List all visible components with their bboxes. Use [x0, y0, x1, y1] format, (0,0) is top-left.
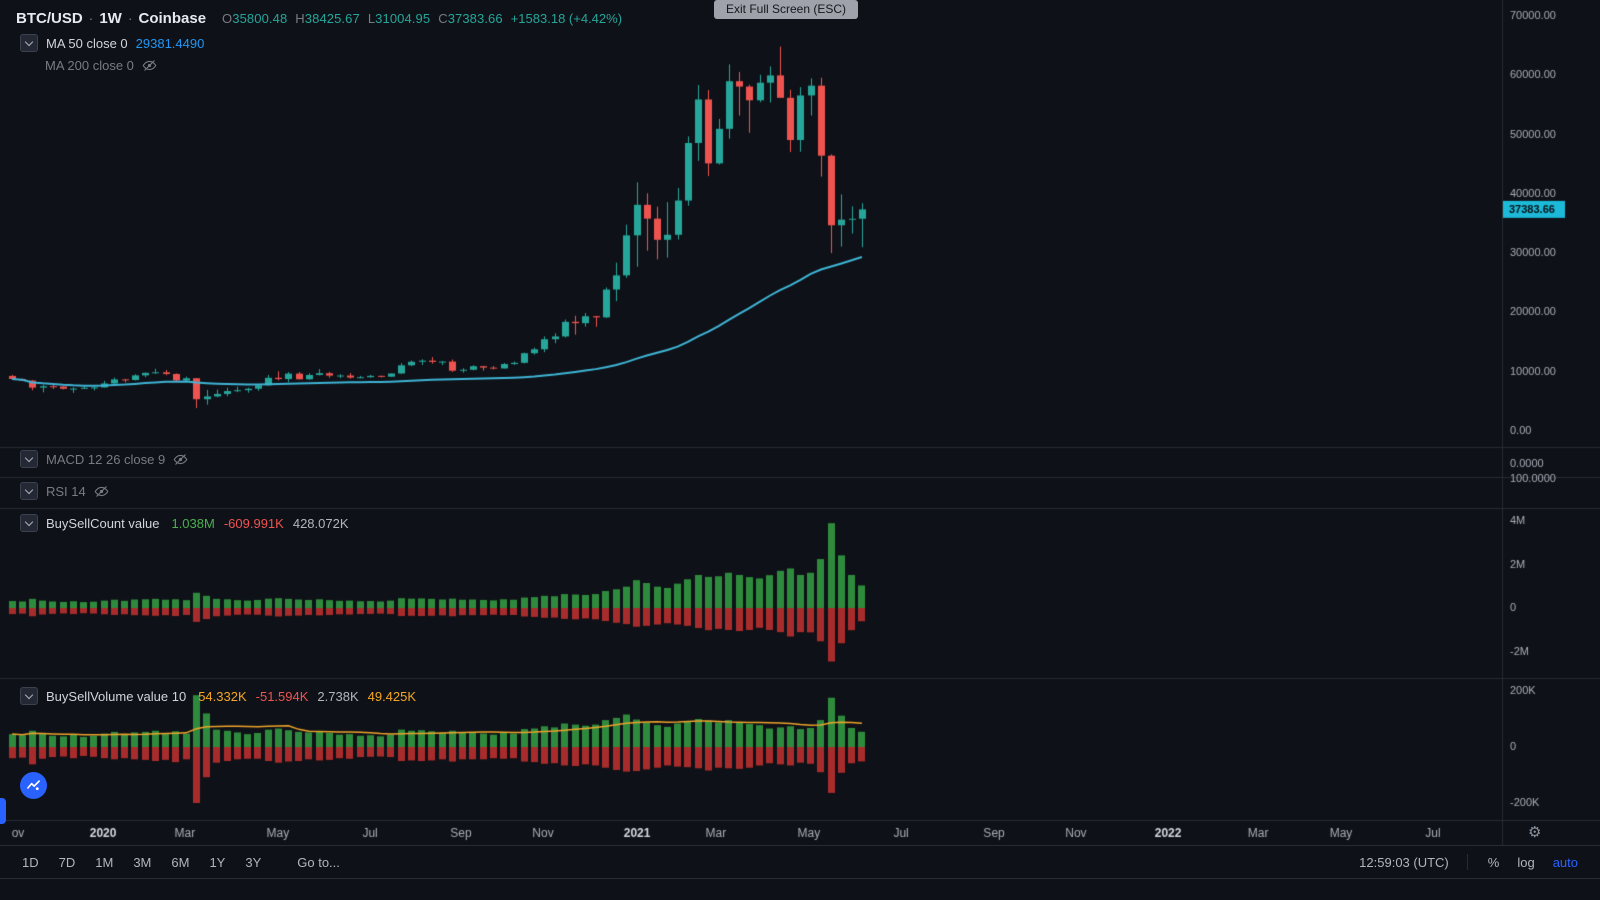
close-pair: C37383.66 [438, 11, 503, 26]
scale-controls: 12:59:03 (UTC) % log auto [1353, 851, 1586, 874]
eye-off-icon [142, 60, 157, 71]
pane-header-buysellcount: BuySellCount value 1.038M -609.991K 428.… [20, 514, 349, 532]
buysellcount-label[interactable]: BuySellCount value [46, 515, 160, 531]
pane-header-buysellvolume: BuySellVolume value 10 54.332K -51.594K … [20, 687, 416, 705]
buysellcount-sell-value: -609.991K [223, 515, 284, 531]
buysellvolume-values: 54.332K -51.594K 2.738K 49.425K [198, 689, 416, 704]
indicator-row-ma50: MA 50 close 0 29381.4490 [20, 34, 204, 52]
chart-canvas[interactable] [0, 0, 1600, 845]
buysellvolume-ma-value: 49.425K [367, 688, 417, 704]
settings-gear-button[interactable]: ⚙ [1526, 821, 1543, 843]
macd-label[interactable]: MACD 12 26 close 9 [46, 451, 166, 467]
clock-utc[interactable]: 12:59:03 (UTC) [1359, 854, 1449, 870]
chevron-down-icon [24, 453, 34, 462]
rsi-label[interactable]: RSI 14 [46, 483, 86, 499]
range-7d-button[interactable]: 7D [51, 851, 84, 874]
chevron-down-icon [24, 690, 34, 699]
range-1y-button[interactable]: 1Y [201, 851, 233, 874]
eye-off-icon [173, 453, 188, 465]
low-label: L [367, 11, 376, 26]
high-pair: H38425.67 [295, 11, 360, 26]
buysellvolume-collapse-button[interactable] [20, 687, 38, 705]
buysellcount-values: 1.038M -609.991K 428.072K [171, 516, 348, 531]
open-pair: O35800.48 [222, 11, 287, 26]
ma200-visibility-button[interactable] [142, 58, 157, 73]
ma50-value: 29381.4490 [135, 35, 205, 51]
change-value: +1583.18 (+4.42%) [510, 11, 623, 26]
range-3m-button[interactable]: 3M [125, 851, 159, 874]
rsi-visibility-button[interactable] [94, 484, 109, 499]
chart-wave-icon [27, 780, 40, 791]
low-value: 31004.95 [375, 11, 431, 26]
auto-scale-button[interactable]: auto [1545, 851, 1586, 874]
ma50-collapse-button[interactable] [20, 34, 38, 52]
buysellvolume-label[interactable]: BuySellVolume value 10 [46, 688, 187, 704]
low-pair: L31004.95 [368, 11, 430, 26]
eye-off-icon [94, 485, 109, 497]
high-label: H [295, 11, 305, 26]
gear-icon: ⚙ [1528, 824, 1542, 841]
range-3y-button[interactable]: 3Y [237, 851, 269, 874]
symbol-name[interactable]: BTC/USD [16, 10, 83, 27]
bottom-toolbar: 1D 7D 1M 3M 6M 1Y 3Y Go to... 12:59:03 (… [0, 845, 1600, 879]
pane-header-macd: MACD 12 26 close 9 [20, 450, 188, 468]
goto-button[interactable]: Go to... [289, 851, 348, 874]
chevron-down-icon [24, 485, 34, 494]
exit-fullscreen-tooltip: Exit Full Screen (ESC) [714, 0, 859, 19]
separator-dot: · [127, 10, 133, 26]
log-scale-button[interactable]: log [1509, 851, 1542, 874]
buysellcount-collapse-button[interactable] [20, 514, 38, 532]
range-buttons: 1D 7D 1M 3M 6M 1Y 3Y Go to... [14, 851, 348, 874]
open-value: 35800.48 [232, 11, 288, 26]
time-axis[interactable] [0, 820, 1502, 845]
chevron-down-icon [24, 517, 34, 526]
high-value: 38425.67 [304, 11, 360, 26]
range-6m-button[interactable]: 6M [163, 851, 197, 874]
rsi-collapse-button[interactable] [20, 482, 38, 500]
symbol-interval[interactable]: 1W [99, 10, 122, 27]
ma50-label[interactable]: MA 50 close 0 [46, 35, 128, 51]
pane-header-rsi: RSI 14 [20, 482, 109, 500]
buysellvolume-buy-value: 54.332K [198, 688, 247, 704]
macd-collapse-button[interactable] [20, 450, 38, 468]
close-value: 37383.66 [447, 11, 503, 26]
price-axis[interactable] [1502, 0, 1600, 845]
symbol-exchange[interactable]: Coinbase [138, 10, 207, 27]
buysellcount-net-value: 428.072K [292, 515, 349, 531]
side-panel-handle[interactable] [0, 798, 6, 824]
open-label: O [222, 11, 233, 26]
chevron-down-icon [24, 37, 34, 46]
buysellcount-buy-value: 1.038M [171, 515, 215, 531]
percent-scale-button[interactable]: % [1480, 851, 1508, 874]
indicator-row-ma200: MA 200 close 0 [45, 58, 157, 73]
ohlc-values: O35800.48 H38425.67 L31004.95 C37383.66 … [222, 11, 622, 26]
buysellvolume-sell-value: -51.594K [255, 688, 309, 704]
tradingview-logo-button[interactable] [20, 772, 47, 799]
symbol-legend: BTC/USD · 1W · Coinbase O35800.48 H38425… [16, 10, 622, 27]
range-1m-button[interactable]: 1M [87, 851, 121, 874]
buysellvolume-net-value: 2.738K [317, 688, 359, 704]
separator-dot: · [88, 10, 94, 26]
macd-visibility-button[interactable] [173, 452, 188, 467]
range-1d-button[interactable]: 1D [14, 851, 47, 874]
ma200-label[interactable]: MA 200 close 0 [45, 58, 134, 73]
toolbar-divider [1466, 854, 1468, 870]
close-label: C [438, 11, 448, 26]
